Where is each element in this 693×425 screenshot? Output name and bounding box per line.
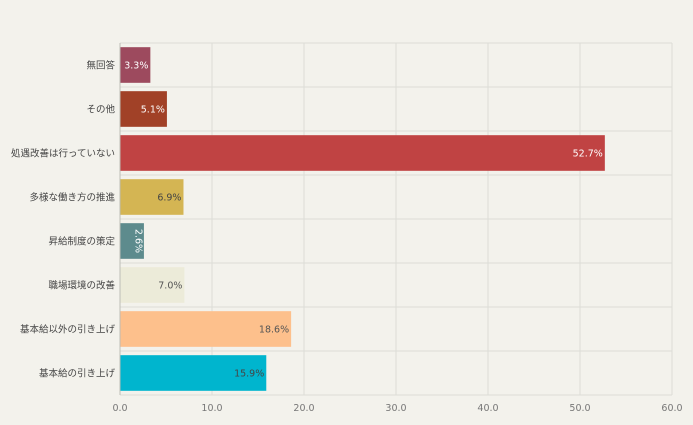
bars: [120, 47, 605, 391]
bar: [120, 223, 144, 259]
x-tick-label: 0.0: [112, 403, 127, 414]
bar: [120, 311, 292, 347]
category-label: 無回答: [86, 60, 115, 72]
x-tick-label: 40.0: [477, 403, 498, 414]
value-label: 18.6%: [259, 325, 289, 336]
category-label: 処遇改善は行っていない: [11, 148, 115, 160]
value-labels: 3.3% 5.1% 52.7% 6.9% 2.6% 7.0% 18.6% 15.9%: [124, 61, 603, 380]
grid-lines: [119, 42, 673, 396]
category-label: 多様な働き方の推進: [29, 192, 115, 204]
bar: [120, 355, 267, 391]
value-label: 15.9%: [234, 369, 264, 380]
category-label: 職場環境の改善: [48, 280, 115, 292]
category-label: 基本給の引き上げ: [39, 368, 116, 380]
x-tick-label: 30.0: [385, 403, 406, 414]
category-label: その他: [86, 104, 115, 116]
value-label: 2.6%: [132, 229, 143, 253]
value-label: 7.0%: [158, 281, 182, 292]
bar: [120, 135, 605, 171]
x-axis-ticks: 0.0 10.0 20.0 30.0 40.0 50.0 60.0: [112, 403, 682, 414]
category-labels: 無回答その他処遇改善は行っていない多様な働き方の推進昇給制度の策定職場環境の改善…: [11, 60, 116, 380]
x-tick-label: 10.0: [201, 403, 222, 414]
bar: [120, 179, 184, 215]
value-label: 52.7%: [573, 149, 603, 160]
bar: [120, 47, 151, 83]
value-label: 5.1%: [141, 105, 165, 116]
x-tick-label: 50.0: [569, 403, 590, 414]
value-label: 3.3%: [124, 61, 148, 72]
x-tick-label: 20.0: [293, 403, 314, 414]
bar: [120, 267, 185, 303]
x-tick-label: 60.0: [661, 403, 682, 414]
bar: [120, 91, 167, 127]
category-label: 基本給以外の引き上げ: [20, 324, 116, 336]
value-label: 6.9%: [157, 193, 181, 204]
category-label: 昇給制度の策定: [48, 236, 115, 248]
